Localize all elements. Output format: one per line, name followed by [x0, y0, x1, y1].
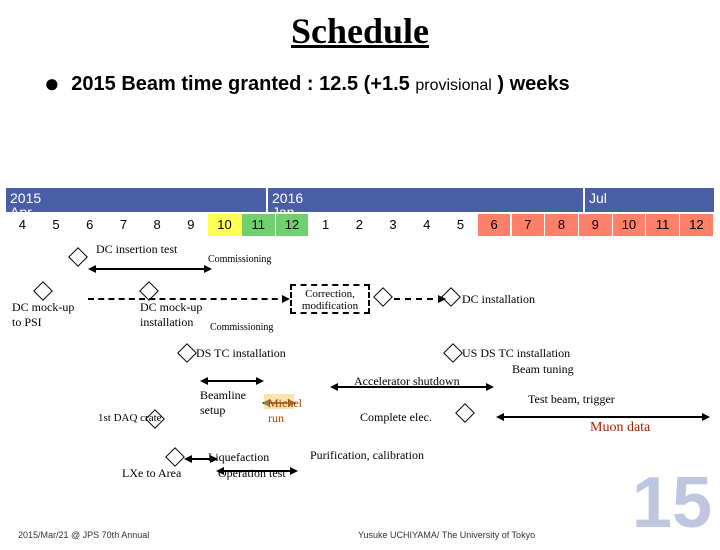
year-track: 2015 Apr2016 JanJul 45678910111212345678…	[6, 188, 714, 240]
month-cell: 10	[613, 214, 646, 236]
milestone-diamond	[455, 403, 475, 423]
label-lxe: LXe to Area	[122, 466, 181, 481]
month-cell: 7	[107, 214, 140, 236]
milestone-diamond	[373, 287, 393, 307]
label-us-ds-tc: US DS TC installation	[462, 346, 570, 361]
month-cell: 4	[6, 214, 39, 236]
year-cell: 2016 Jan	[268, 188, 583, 212]
dashed-arrow	[394, 298, 444, 300]
milestone-diamond	[68, 247, 88, 267]
month-cell: 8	[141, 214, 174, 236]
year-cell: 2015 Apr	[6, 188, 266, 212]
correction-box: Correction, modification	[290, 284, 370, 314]
label-liquefaction: Liquefaction	[208, 450, 269, 465]
span-arrow	[90, 268, 210, 270]
milestone-diamond	[443, 343, 463, 363]
milestone-diamond	[177, 343, 197, 363]
footer-left: 2015/Mar/21 @ JPS 70th Annual	[18, 530, 149, 540]
label-daq: 1st DAQ crate	[98, 412, 162, 424]
month-cell: 1	[309, 214, 342, 236]
label-dc-install: DC installation	[462, 292, 535, 307]
label-operation-test: Operation test	[218, 466, 286, 481]
label-dc-insertion: DC insertion test	[96, 242, 177, 257]
label-commissioning-2: Commissioning	[210, 322, 273, 333]
subtitle-suffix: ) weeks	[497, 73, 569, 95]
gantt-chart: 2015 Apr2016 JanJul 45678910111212345678…	[0, 188, 720, 508]
milestone-diamond	[165, 447, 185, 467]
span-arrow	[498, 416, 708, 418]
month-cell: 11	[646, 214, 679, 236]
month-cell: 6	[478, 214, 511, 236]
subtitle-prefix: 2015 Beam time granted : 12.5 (+1.5	[71, 73, 410, 95]
month-cell: 8	[545, 214, 578, 236]
label-michel: Michel run	[268, 396, 302, 426]
subtitle-provisional: provisional	[415, 77, 491, 94]
month-cell: 2	[343, 214, 376, 236]
label-muon: Muon data	[590, 420, 650, 436]
label-dc-mockup-psi: DC mock-up to PSI	[12, 300, 74, 330]
month-cell: 5	[444, 214, 477, 236]
month-cell: 9	[579, 214, 612, 236]
subtitle: ● 2015 Beam time granted : 12.5 (+1.5 pr…	[44, 66, 720, 97]
month-cell: 10	[208, 214, 241, 236]
label-beam-tuning: Beam tuning	[512, 362, 574, 377]
month-cell: 11	[242, 214, 275, 236]
month-cell: 5	[40, 214, 73, 236]
label-beamline: Beamline setup	[200, 388, 246, 418]
month-cell: 9	[175, 214, 208, 236]
month-cell: 7	[512, 214, 545, 236]
month-cell: 12	[276, 214, 309, 236]
label-complete-elec: Complete elec.	[360, 410, 432, 425]
label-purification: Purification, calibration	[310, 448, 424, 463]
page-title: Schedule	[0, 10, 720, 52]
footer: 2015/Mar/21 @ JPS 70th Annual Yusuke UCH…	[18, 530, 702, 540]
milestone-diamond	[441, 287, 461, 307]
label-test-beam: Test beam, trigger	[528, 392, 615, 407]
month-cell: 4	[410, 214, 443, 236]
milestone-diamond	[33, 281, 53, 301]
span-arrow	[202, 380, 262, 382]
bullet-icon: ●	[44, 68, 60, 98]
label-ds-tc-install: DS TC installation	[196, 346, 286, 361]
label-commissioning-1: Commissioning	[208, 254, 271, 265]
label-dc-mockup-install: DC mock-up installation	[140, 300, 202, 330]
month-cell: 6	[73, 214, 106, 236]
month-cell: 3	[377, 214, 410, 236]
label-accel: Accelerator shutdown	[354, 374, 460, 389]
year-cell: Jul	[585, 188, 714, 212]
footer-right: Yusuke UCHIYAMA/ The University of Tokyo	[358, 530, 535, 540]
month-cell: 12	[680, 214, 713, 236]
